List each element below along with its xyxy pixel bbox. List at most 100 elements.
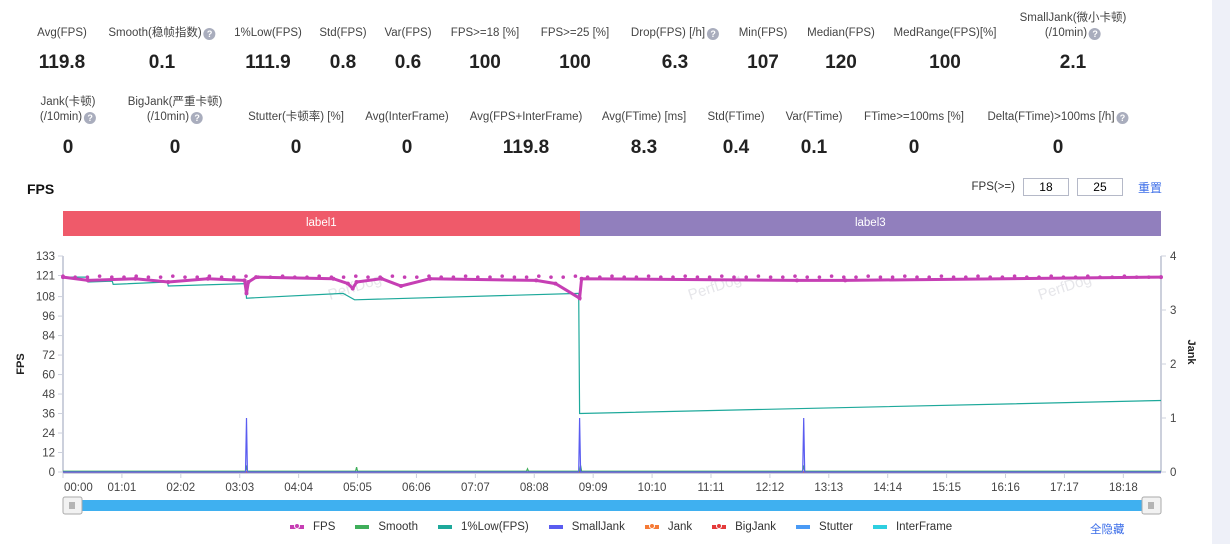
fps-point [781,275,785,279]
fps-point [171,274,175,278]
fps-point [707,275,712,279]
fps-point [1110,275,1114,279]
y-right-tick-label: 2 [1170,359,1176,371]
legend-label: Jank [667,521,693,533]
fps-point [1025,275,1029,279]
stat-stats_row1-4: Var(FPS) 0.6 [384,26,432,73]
legend-item-smooth[interactable]: Smooth [355,521,418,533]
fps-point [280,274,285,278]
stat-label: Stutter(卡顿率) [%] [248,111,344,123]
x-tick-label: 10:10 [638,482,667,494]
legend-item-stutter[interactable]: Stutter [796,521,853,533]
fps-point [97,274,102,278]
help-icon[interactable]: ? [203,28,216,40]
legend-item-bigjank[interactable]: BigJank [712,521,776,533]
help-icon[interactable]: ? [1089,28,1102,40]
fps-point [1134,275,1139,279]
stat-label: FPS>=25 [%] [540,27,610,39]
series-fps [62,275,1162,301]
y-tick-label: 108 [36,292,55,304]
legend-item-smalljank[interactable]: SmallJank [548,521,625,533]
x-tick-label: 13:13 [814,482,843,494]
fps-point [1049,274,1053,278]
fps-point [415,275,419,279]
stat-stats_row2-3: Avg(InterFrame) 0 [365,110,449,158]
fps-point [988,275,992,279]
stat-stats_row1-8: Min(FPS) 107 [739,26,788,73]
fps-point [534,278,539,283]
stat-stats_row1-11: SmallJank(微小卡顿) (/10min)? 2.1 [1019,11,1127,73]
help-icon[interactable]: ? [84,112,97,124]
legend-item-1lowfps[interactable]: 1%Low(FPS) [438,521,529,533]
fps-point [1147,275,1151,279]
legend: FPS Smooth 1%Low(FPS) SmallJank Jank BigJank S… [290,521,972,533]
legend-swatch-icon [712,523,727,529]
fps-point [402,275,407,279]
fps-point [817,275,822,279]
legend-label: InterFrame [895,521,953,533]
stat-stats_row2-7: Var(FTime) 0.1 [786,110,843,158]
zoom-slider-bar [73,500,1151,511]
fps-point [634,275,639,279]
fps-point [354,279,359,284]
fps-point [158,275,163,279]
fps-point [939,274,944,278]
stat-label: Var(FPS) [384,27,432,39]
reset-link[interactable]: 重置 [1137,180,1162,195]
fps-point [720,274,724,278]
series-smooth [63,465,1161,472]
fps-point [268,275,273,279]
y-right-tick-label: 1 [1170,413,1176,425]
fps-point [843,278,848,283]
fps-threshold-input-1[interactable] [1022,178,1069,196]
legend-item-jank[interactable]: Jank [644,521,693,533]
stat-stats_row2-5: Avg(FTime) [ms] 8.3 [602,110,686,158]
hide-all-button[interactable]: 全隐藏 [1090,524,1125,536]
x-tick-label: 03:03 [225,482,254,494]
legend-item-interframe[interactable]: InterFrame [872,521,953,533]
y-right-tick-label: 0 [1170,467,1176,479]
help-icon[interactable]: ? [707,28,720,40]
legend-label: Stutter [819,521,853,533]
series-1lowfps [63,276,1162,415]
stat-label: SmallJank(微小卡顿) [1019,12,1127,24]
page-scrollbar[interactable] [1212,0,1230,544]
fps-point [146,275,151,279]
label-band-label3[interactable]: label3 [579,211,1161,236]
legend-label: SmallJank [571,521,625,533]
fps-point [659,275,663,279]
fps-point [1159,275,1163,280]
watermark: PerfDog [1036,271,1094,304]
fps-point [317,274,322,278]
fps-point [122,275,126,279]
fps-point [110,275,114,279]
fps-threshold-input-2[interactable] [1076,178,1123,196]
label-band-label1[interactable]: label1 [63,211,580,236]
stat-value: 0 [169,137,181,158]
help-icon[interactable]: ? [191,112,204,124]
fps-point [585,275,590,279]
fps-point [219,275,224,279]
fps-point [805,275,809,279]
fps-point [476,275,480,279]
fps-point [553,281,558,286]
stat-value: 100 [469,52,501,73]
fps-point [622,275,626,279]
y-right-tick-label: 4 [1170,251,1177,263]
x-tick-label: 16:16 [991,482,1020,494]
stat-label: Avg(FPS+InterFrame) [469,111,583,123]
help-icon[interactable]: ? [1116,112,1129,124]
legend-swatch-icon [872,525,887,529]
fps-point [610,274,614,278]
stat-value: 111.9 [245,52,291,73]
fps-point [86,278,91,283]
stat-label: Drop(FPS) [/h]? [631,26,720,41]
legend-item-fps[interactable]: FPS [290,521,335,533]
fps-point [350,286,355,291]
series-smalljank [63,417,1161,473]
fps-point [500,274,505,278]
fps-point [254,275,259,280]
legend-swatch-icon [290,523,304,529]
fps-point [205,276,210,281]
fps-point [166,279,171,284]
